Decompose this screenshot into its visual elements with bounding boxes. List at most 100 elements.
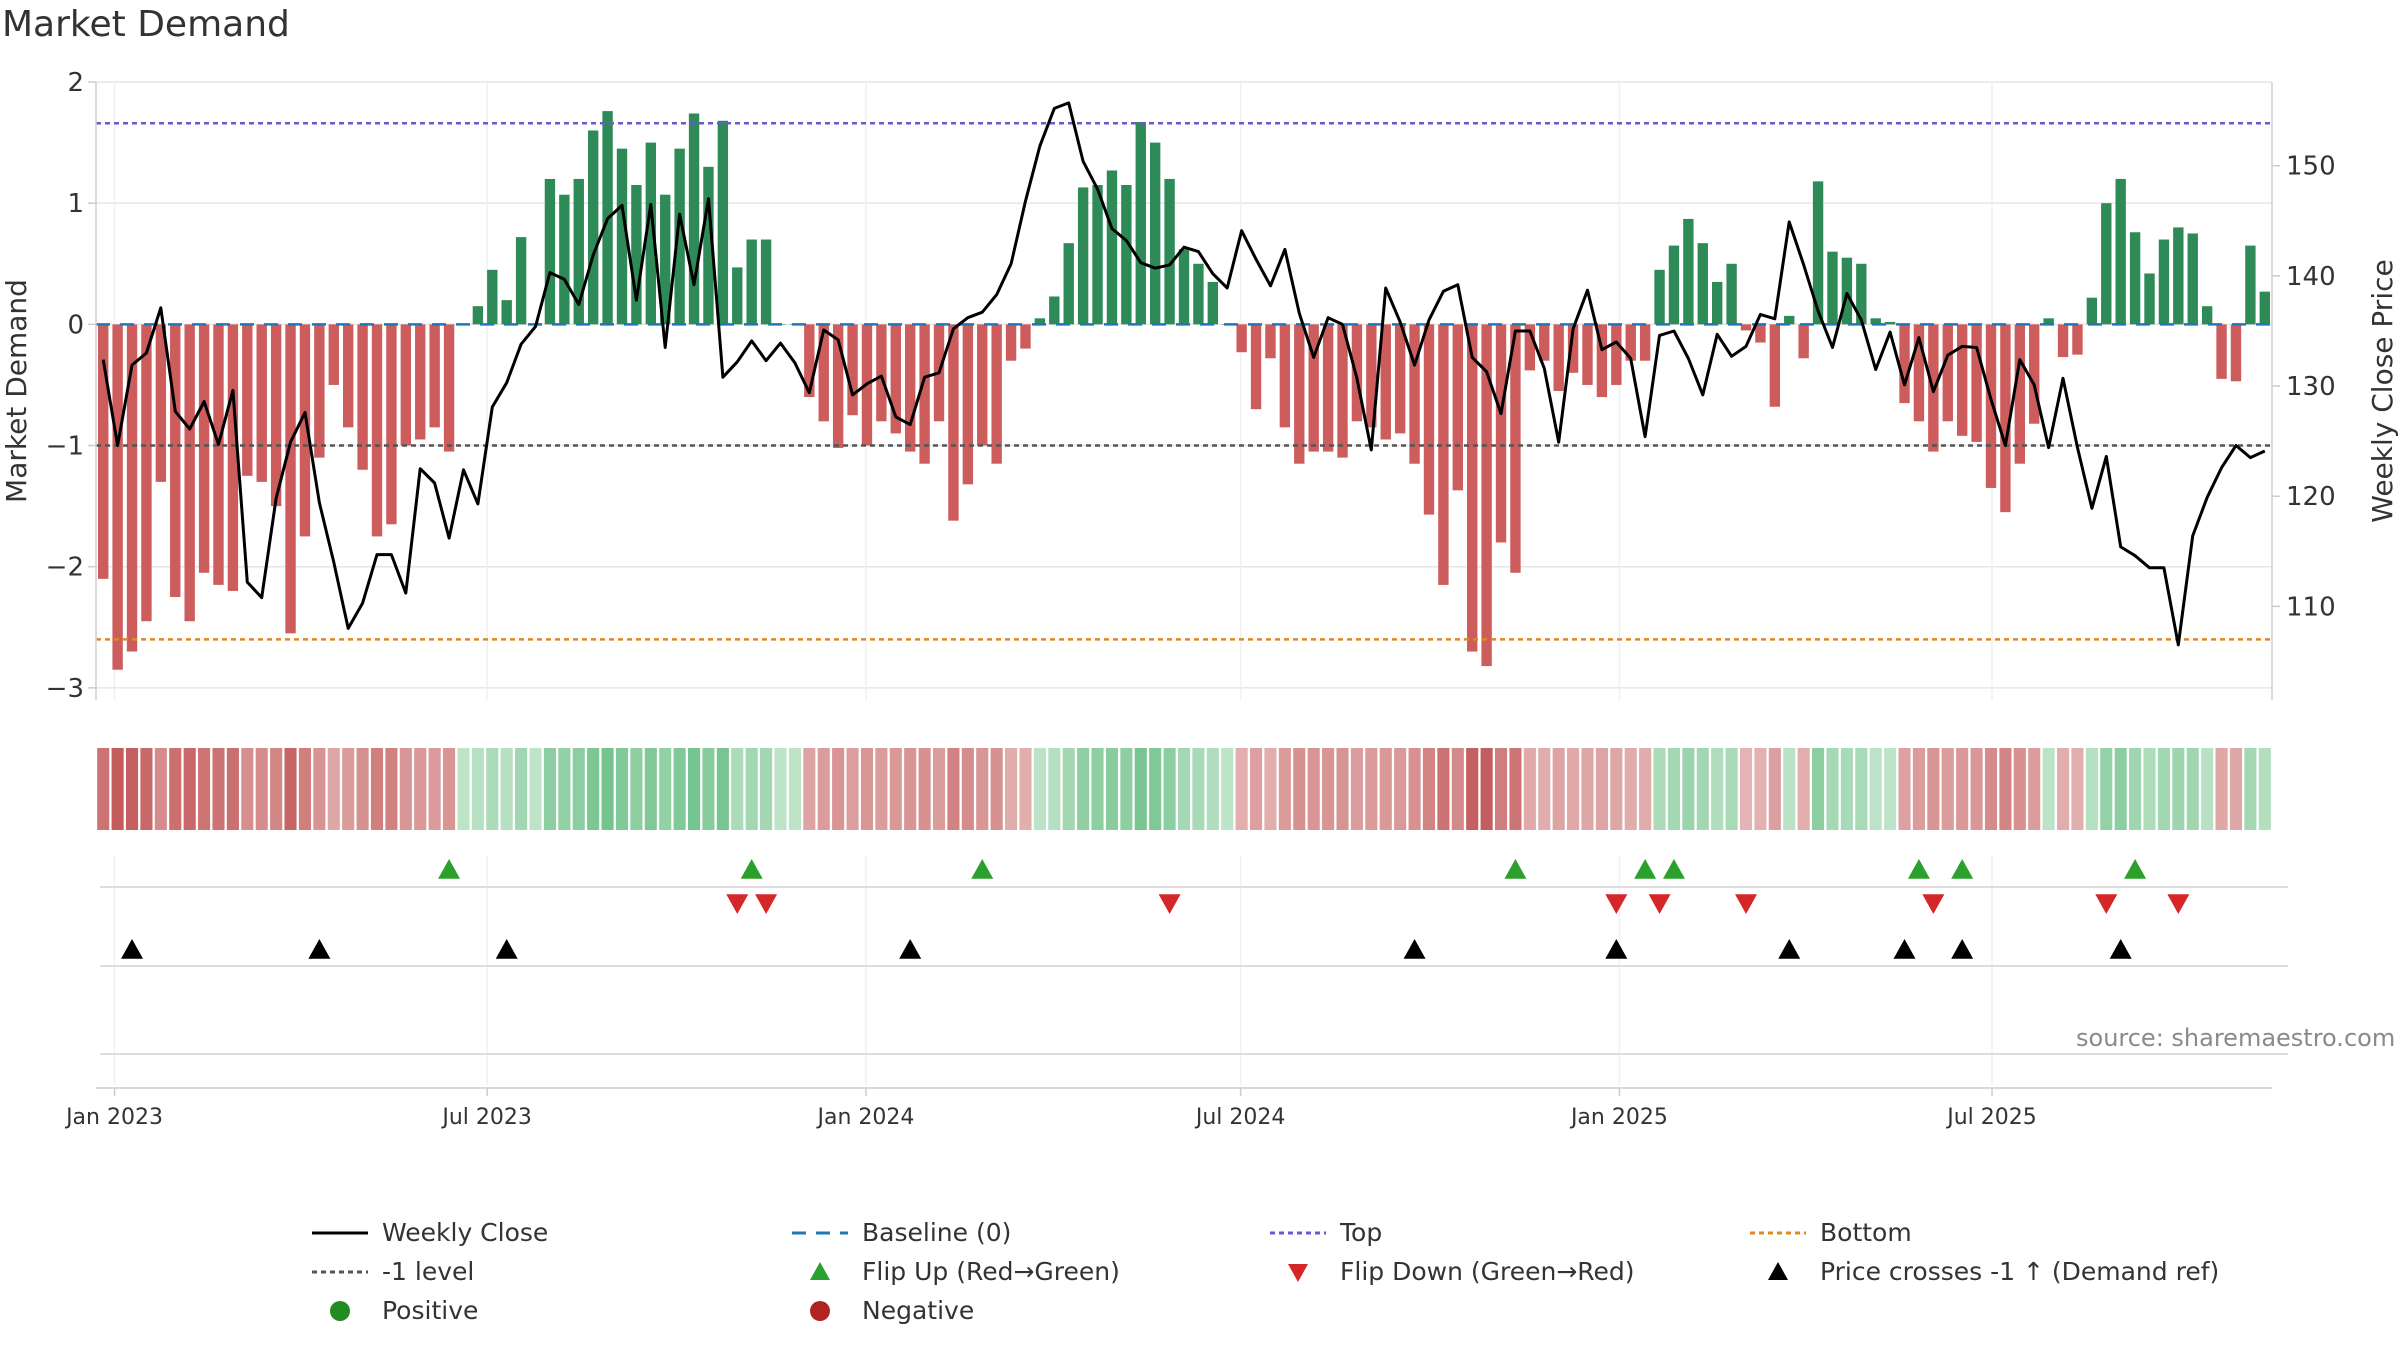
demand-bar [242, 324, 253, 476]
y-tick-label: 1 [67, 189, 84, 219]
demand-bar [1467, 324, 1478, 652]
strip-cell [1077, 748, 1090, 830]
strip-cell [1797, 748, 1810, 830]
strip-cell [414, 748, 427, 830]
strip-cell [1783, 748, 1796, 830]
strip-cell [932, 748, 946, 830]
demand-bar [1236, 324, 1247, 353]
demand-bar [2245, 245, 2256, 325]
strip-cell [1192, 748, 1205, 830]
strip-cell [1005, 748, 1018, 830]
y-tick-label: −2 [46, 553, 84, 583]
strip-cell [255, 748, 268, 830]
strip-cell [270, 748, 283, 830]
strip-cell [1466, 748, 1479, 830]
demand-bar [501, 300, 512, 325]
strip-cell [284, 748, 297, 830]
strip-cell [1667, 748, 1681, 830]
y-tick-label: 0 [67, 310, 84, 340]
strip-cell [1682, 748, 1695, 830]
demand-bar [732, 267, 743, 325]
y2-tick-label: 120 [2286, 482, 2336, 512]
strip-cell [457, 748, 470, 830]
demand-bar [1639, 324, 1651, 361]
strip-cell [990, 748, 1003, 830]
strip-cell [1610, 748, 1623, 830]
demand-bar [1121, 185, 1132, 325]
event-markers [100, 856, 2288, 1085]
strip-cell [500, 748, 513, 830]
y-tick-label: −3 [46, 674, 84, 704]
demand-bar [1956, 324, 1968, 436]
strip-cell [1538, 748, 1551, 830]
strip-cell [918, 748, 931, 830]
demand-bar [1697, 243, 1708, 325]
strip-cell [1091, 748, 1104, 830]
x-tick-label: Jul 2024 [1194, 1105, 1286, 1130]
strip-cell [1999, 748, 2012, 830]
demand-bar [1135, 121, 1146, 325]
demand-bar [1539, 324, 1550, 361]
strip-cell [745, 748, 758, 830]
strip-cell [1350, 748, 1363, 830]
strip-cell [385, 748, 398, 830]
x-axis: Jan 2023 Jul 2023 Jan 2024 Jul 2024 Jan 2025… [64, 1087, 2272, 1130]
strip-cell [2258, 748, 2271, 830]
y-tick-label: −1 [46, 432, 84, 462]
flip-down-marker [1158, 894, 1181, 914]
demand-bar [371, 324, 383, 537]
strip-cell [2143, 748, 2156, 830]
demand-bar [2043, 318, 2054, 325]
demand-bar [2101, 203, 2112, 325]
demand-bar [559, 194, 570, 325]
flip-down-marker [2167, 894, 2190, 914]
demand-bar [2029, 324, 2040, 424]
source-label: source: sharemaestro.com [2076, 1024, 2396, 1052]
strip-cell [1567, 748, 1580, 830]
strip-cell [2114, 748, 2127, 830]
demand-bar [703, 166, 714, 325]
demand-bar [184, 324, 195, 622]
strip-cell [687, 748, 701, 830]
demand-bar [1870, 318, 1881, 325]
strip-cell [1494, 748, 1508, 830]
demand-bar [429, 324, 440, 428]
x-tick-label: Jan 2025 [1569, 1105, 1668, 1130]
strip-cell [860, 748, 874, 830]
strip-cell [1264, 748, 1277, 830]
strip-cell [587, 748, 600, 830]
strip-cell [572, 748, 585, 830]
demand-bar [1582, 324, 1593, 385]
demand-bar [674, 148, 685, 325]
y2-tick-label: 110 [2286, 592, 2336, 622]
strip-cell [370, 748, 384, 830]
strip-cell [1163, 748, 1176, 830]
strip-cell [1437, 748, 1450, 830]
strip-cell [1235, 748, 1248, 830]
y2-tick-label: 130 [2286, 372, 2336, 402]
demand-bar [415, 324, 426, 440]
strip-cell [2229, 748, 2243, 830]
demand-bar [314, 324, 325, 458]
y-axis-title: Market Demand [0, 279, 33, 503]
strip-cell [1134, 748, 1147, 830]
strip-cell [1278, 748, 1291, 830]
demand-bar [1049, 296, 1060, 325]
demand-bar [1106, 170, 1118, 325]
flip-up-marker [971, 859, 994, 879]
flip-down-marker [2095, 894, 2118, 914]
demand-bar [804, 324, 815, 398]
strip-cell [2085, 748, 2098, 830]
demand-bar [1034, 318, 1046, 325]
demand-bar [1265, 324, 1276, 359]
price-cross-marker [1893, 939, 1916, 959]
strip-cell [1840, 748, 1853, 830]
flip-up-marker [740, 859, 763, 879]
strip-cell [342, 748, 355, 830]
strip-cell [515, 748, 528, 830]
demand-bar [1913, 324, 1925, 422]
strip-cell [1048, 748, 1061, 830]
flip-up-marker [1634, 859, 1657, 879]
flip-up-marker [1662, 859, 1685, 879]
